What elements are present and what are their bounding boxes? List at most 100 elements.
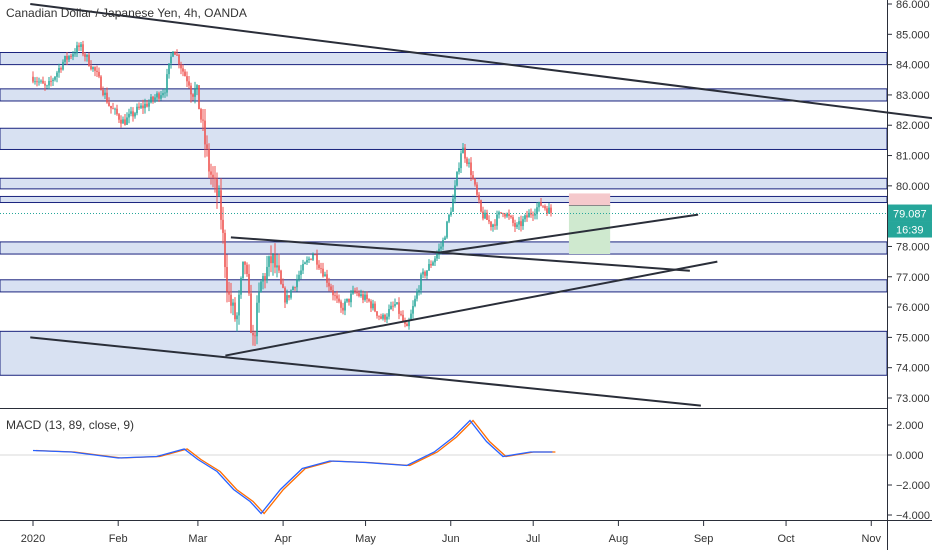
candle-body bbox=[96, 70, 98, 72]
candle-body bbox=[406, 323, 408, 327]
trend-line[interactable] bbox=[30, 3, 932, 120]
candle-body bbox=[214, 177, 216, 180]
candle-body bbox=[144, 103, 146, 109]
price-tick-label: 75.000 bbox=[896, 332, 930, 344]
macd-tick-label: −2.000 bbox=[896, 480, 930, 492]
candle-body bbox=[190, 85, 192, 95]
candle-body bbox=[178, 54, 180, 65]
candle-body bbox=[438, 248, 440, 254]
candle-body bbox=[66, 55, 68, 60]
stop-loss-area[interactable] bbox=[568, 193, 611, 206]
candle-body bbox=[544, 206, 546, 209]
support-resistance-zone bbox=[0, 177, 888, 190]
candle-body bbox=[276, 265, 278, 268]
candle-body bbox=[408, 320, 410, 327]
candle-body bbox=[192, 94, 194, 97]
time-tick-label: Feb bbox=[109, 533, 128, 545]
candle-body bbox=[308, 258, 310, 261]
candle-body bbox=[72, 54, 74, 57]
candle-body bbox=[468, 162, 470, 164]
candle-body bbox=[502, 213, 504, 215]
candle-body bbox=[230, 294, 232, 306]
candle-body bbox=[42, 80, 44, 84]
candle-body bbox=[56, 72, 58, 77]
trend-line[interactable] bbox=[230, 236, 690, 272]
candle-body bbox=[322, 268, 324, 277]
candle-body bbox=[288, 295, 290, 298]
candle-body bbox=[158, 93, 160, 99]
candle-body bbox=[142, 105, 144, 109]
candle-body bbox=[396, 302, 398, 305]
candle-body bbox=[436, 253, 438, 259]
candle-body bbox=[114, 108, 116, 110]
trend-line[interactable] bbox=[439, 213, 699, 254]
candle-body bbox=[166, 74, 168, 93]
candle-body bbox=[384, 314, 386, 320]
candle-body bbox=[492, 224, 494, 227]
candle-body bbox=[420, 274, 422, 291]
current-price-label: 79.087 bbox=[893, 209, 927, 221]
candle-body bbox=[330, 286, 332, 291]
candle-body bbox=[108, 102, 110, 106]
time-tick-label: Jun bbox=[442, 533, 460, 545]
candle-body bbox=[208, 148, 210, 172]
candle-body bbox=[286, 295, 288, 303]
candle-body bbox=[478, 194, 480, 201]
candle-body bbox=[534, 214, 536, 216]
candle-body bbox=[344, 301, 346, 311]
candle-body bbox=[370, 301, 372, 309]
candle-body bbox=[522, 219, 524, 227]
candle-body bbox=[216, 179, 218, 196]
candle-body bbox=[182, 68, 184, 72]
countdown-label: 16:39 bbox=[896, 225, 924, 237]
candle-body bbox=[374, 303, 376, 312]
candle-body bbox=[416, 291, 418, 299]
candle-body bbox=[312, 254, 314, 260]
candle-body bbox=[448, 214, 450, 222]
support-resistance-zone bbox=[0, 127, 888, 150]
price-tick-label: 81.000 bbox=[896, 151, 930, 163]
candle-body bbox=[362, 294, 364, 300]
support-resistance-zone bbox=[0, 330, 888, 376]
candle-body bbox=[488, 219, 490, 222]
candle-body bbox=[504, 214, 506, 217]
candle-body bbox=[236, 315, 238, 320]
time-tick-label: Aug bbox=[609, 533, 629, 545]
price-tick-label: 86.000 bbox=[896, 0, 930, 11]
candle-body bbox=[68, 56, 70, 60]
trend-line[interactable] bbox=[225, 260, 718, 357]
trend-line[interactable] bbox=[30, 336, 701, 407]
candle-body bbox=[100, 76, 102, 91]
time-tick-label: Sep bbox=[694, 533, 714, 545]
chart-title: Canadian Dollar / Japanese Yen, 4h, OAND… bbox=[6, 6, 247, 20]
candle-body bbox=[260, 281, 262, 293]
candle-body bbox=[132, 111, 134, 117]
candle-body bbox=[204, 120, 206, 145]
candle-body bbox=[410, 313, 412, 321]
candle-body bbox=[462, 147, 464, 154]
candle-body bbox=[232, 302, 234, 306]
candle-body bbox=[170, 56, 172, 64]
candle-body bbox=[342, 307, 344, 311]
candle-body bbox=[376, 311, 378, 316]
candle-body bbox=[76, 45, 78, 54]
candle-body bbox=[280, 270, 282, 284]
candle-body bbox=[542, 205, 544, 207]
time-tick-label: May bbox=[355, 533, 376, 545]
candle-body bbox=[282, 283, 284, 288]
candle-body bbox=[378, 315, 380, 317]
candle-body bbox=[356, 291, 358, 294]
candle-body bbox=[244, 261, 246, 265]
candle-body bbox=[174, 51, 176, 55]
candle-body bbox=[444, 237, 446, 240]
candle-body bbox=[162, 93, 164, 96]
candle-body bbox=[94, 67, 96, 71]
candle-body bbox=[366, 294, 368, 300]
candle-body bbox=[88, 54, 90, 66]
candle-body bbox=[290, 290, 292, 298]
candle-body bbox=[372, 303, 374, 309]
candle-body bbox=[500, 212, 502, 214]
candle-body bbox=[58, 68, 60, 73]
candle-body bbox=[326, 274, 328, 283]
